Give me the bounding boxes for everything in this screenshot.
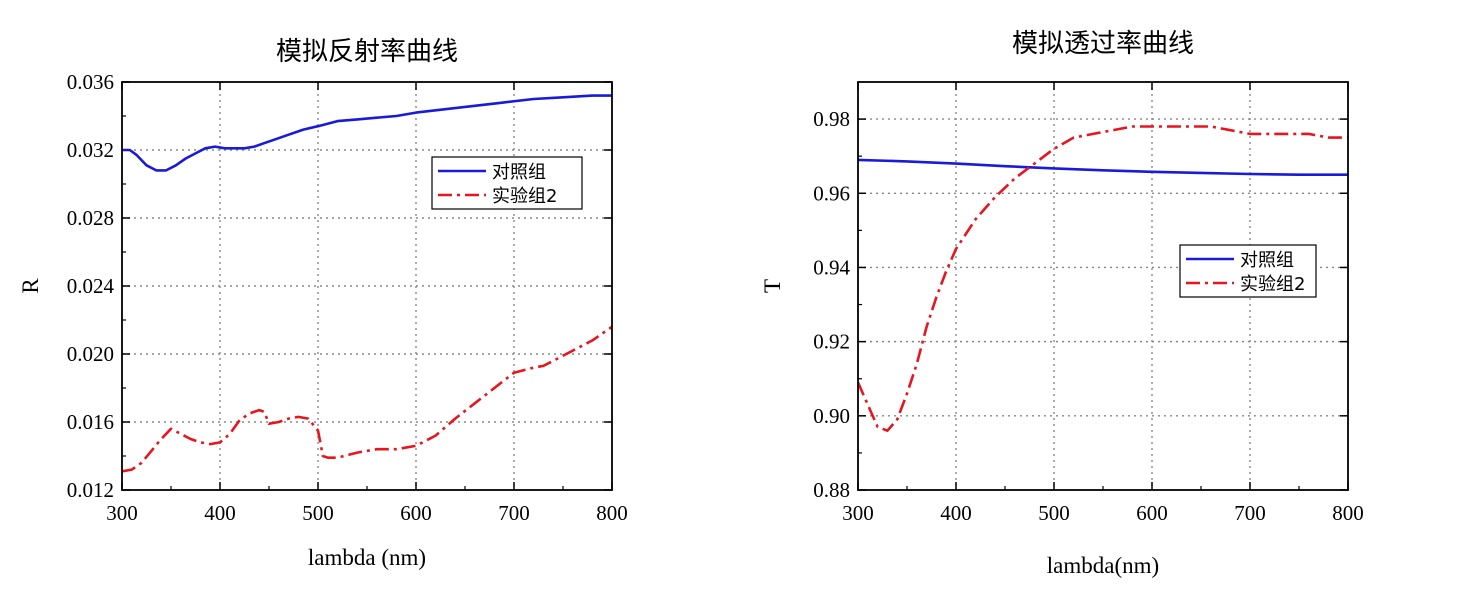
y-axis-label: T xyxy=(760,279,785,293)
x-tick-label: 800 xyxy=(596,501,628,525)
x-tick-label: 300 xyxy=(106,501,138,525)
y-tick-label: 0.024 xyxy=(67,274,115,298)
y-tick-label: 0.98 xyxy=(813,107,850,131)
y-axis-label: R xyxy=(18,278,43,294)
y-tick-label: 0.032 xyxy=(67,138,114,162)
legend-box xyxy=(431,156,583,210)
series-control-line xyxy=(122,94,612,172)
x-tick-label: 600 xyxy=(400,501,432,525)
x-tick-label: 700 xyxy=(498,501,530,525)
transmittance-chart: 模拟透过率曲线 300 400 500 600 700 800 0.88 0.90 0.92 0.9… xyxy=(760,29,1364,578)
y-tick-label: 0.016 xyxy=(67,410,114,434)
x-tick-label: 400 xyxy=(940,501,972,525)
y-tick-label: 0.94 xyxy=(813,255,850,279)
x-tick-label: 500 xyxy=(1038,501,1070,525)
y-tick-label: 0.012 xyxy=(67,478,114,502)
plot-frame xyxy=(121,81,613,491)
chart-title: 模拟透过率曲线 xyxy=(1012,29,1194,59)
y-tick-label: 0.020 xyxy=(67,342,114,366)
legend-label: 实验组2 xyxy=(1240,274,1305,295)
x-tick-label: 600 xyxy=(1136,501,1168,525)
reflectance-chart: 模拟反射率曲线 300 400 500 600 700 800 0.012 0.016 0.020… xyxy=(18,37,628,570)
legend-box xyxy=(1179,244,1317,298)
legend-label: 对照组 xyxy=(492,162,546,183)
x-axis-label: lambda(nm) xyxy=(1047,553,1159,578)
legend-label: 对照组 xyxy=(1240,250,1294,271)
plot-frame xyxy=(857,81,1349,491)
y-tick-label: 0.028 xyxy=(67,206,114,230)
y-tick-label: 0.92 xyxy=(813,330,850,354)
chart-title: 模拟反射率曲线 xyxy=(276,37,458,67)
series-control-line xyxy=(858,158,1348,176)
legend-label: 实验组2 xyxy=(492,186,557,207)
y-tick-label: 0.036 xyxy=(67,70,114,94)
x-tick-label: 700 xyxy=(1234,501,1266,525)
x-tick-label: 800 xyxy=(1332,501,1364,525)
series-experiment-line xyxy=(122,325,612,473)
y-tick-label: 0.90 xyxy=(813,404,850,428)
y-tick-label: 0.96 xyxy=(813,181,850,205)
x-tick-label: 400 xyxy=(204,501,236,525)
y-tick-label: 0.88 xyxy=(813,478,850,502)
x-tick-label: 500 xyxy=(302,501,334,525)
x-axis-label: lambda (nm) xyxy=(308,545,426,570)
x-tick-label: 300 xyxy=(842,501,874,525)
series-experiment-line xyxy=(858,125,1348,433)
